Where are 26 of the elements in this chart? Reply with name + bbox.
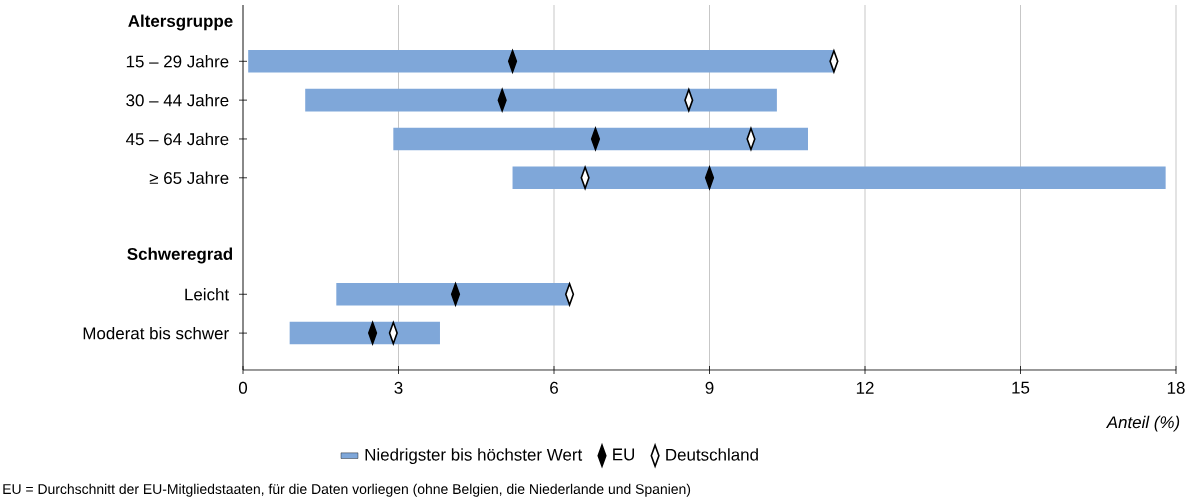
x-tick-label: 0 (238, 381, 248, 394)
y-tick-label: Schweregrad (127, 247, 233, 264)
y-tick-label: 15 – 29 Jahre (126, 55, 229, 68)
x-tick-label: 3 (394, 381, 403, 394)
x-axis-title: Anteil (%) (1105, 415, 1180, 432)
y-tick-label: 30 – 44 Jahre (126, 93, 229, 107)
bar (289, 321, 440, 345)
x-tick-label: 15 (1012, 381, 1030, 394)
x-tick-label: 9 (705, 381, 714, 394)
x-tick-label: 12 (856, 381, 874, 394)
legend-label: Deutschland (666, 448, 758, 461)
y-tick-label: 45 – 64 Jahre (125, 132, 229, 146)
x-tick-label: 6 (550, 381, 558, 394)
y-tick-label: Moderat bis schwer (83, 326, 229, 340)
legend-label: EU (613, 448, 635, 461)
legend-label: Niedrigster bis höchster Wert (365, 448, 583, 465)
text: EU = Durchschnitt der EU-Mitgliedstaaten, für die Daten vorliegen (ohne Belgien, die Niederlande und Spanien) (3, 483, 691, 497)
bar (248, 50, 834, 73)
bar (393, 127, 808, 151)
y-tick-label: ≥ 65 Jahre (149, 171, 229, 185)
bar (305, 88, 777, 112)
bar (512, 166, 1166, 190)
bar (336, 283, 570, 306)
y-tick-label: Altersgruppe (128, 14, 233, 31)
x-tick-label: 18 (1167, 381, 1185, 394)
y-tick-label: Leicht (185, 288, 230, 301)
